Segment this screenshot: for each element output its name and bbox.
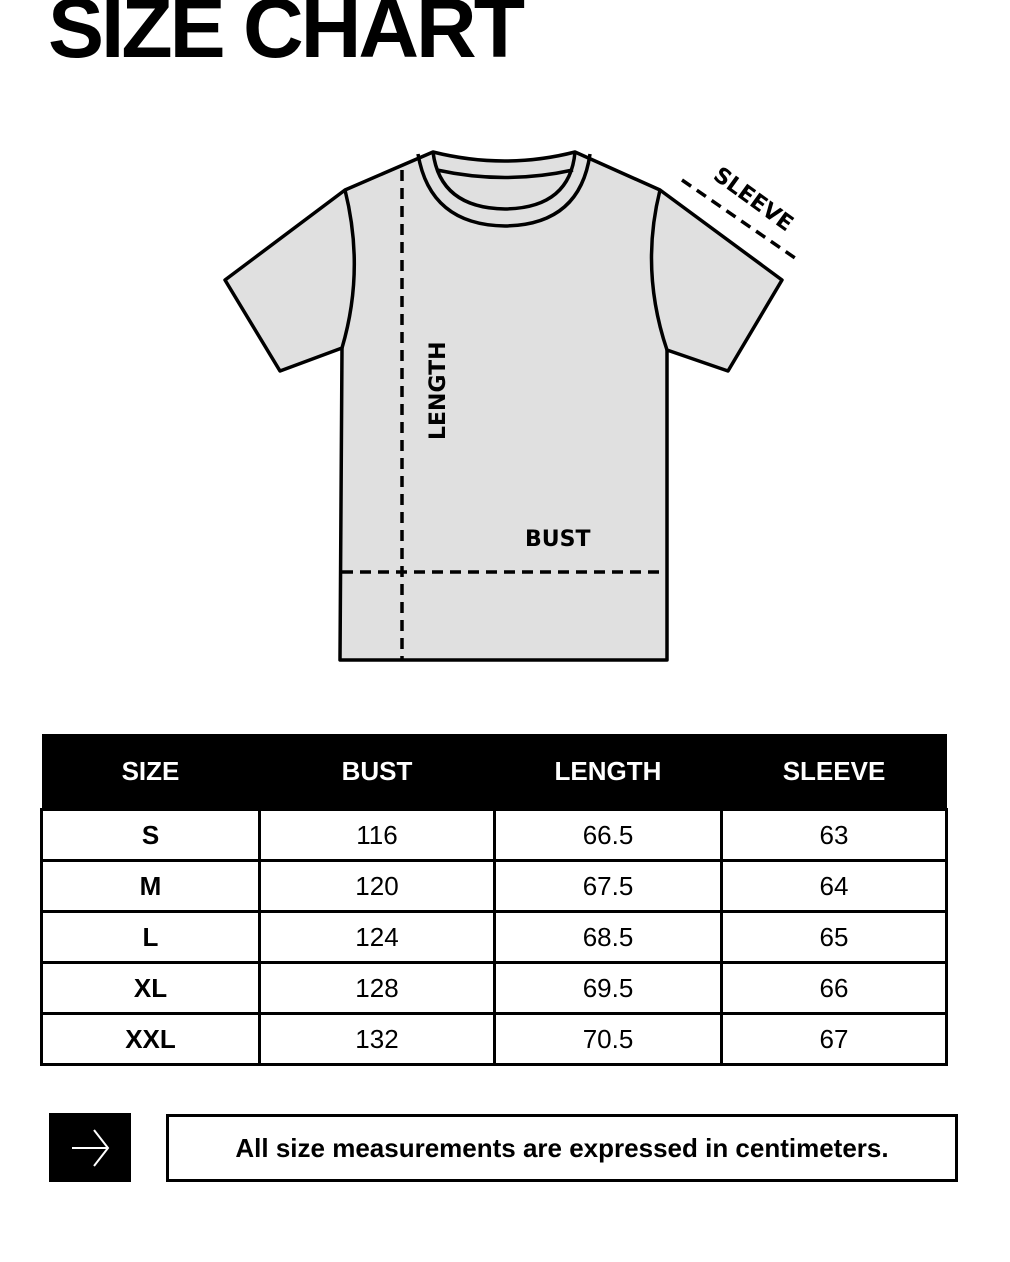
header-sleeve: SLEEVE	[721, 734, 947, 810]
table-row: L 124 68.5 65	[40, 910, 948, 964]
table-row: XXL 132 70.5 67	[40, 1012, 948, 1066]
cell-bust: 132	[258, 1012, 496, 1066]
size-table: SIZE BUST LENGTH SLEEVE S 116 66.5 63 M 120 67…	[40, 734, 948, 1066]
table-row: M 120 67.5 64	[40, 859, 948, 913]
cell-length: 70.5	[493, 1012, 723, 1066]
cell-length: 66.5	[493, 808, 723, 862]
cell-bust: 116	[258, 808, 496, 862]
cell-size: S	[40, 808, 261, 862]
sleeve-line	[681, 178, 796, 260]
sleeve-label: SLEEVE	[708, 163, 797, 237]
tshirt-diagram: LENGTH BUST SLEEVE	[223, 150, 798, 662]
header-bust: BUST	[259, 734, 495, 810]
page-title: SIZE CHART	[48, 0, 525, 75]
header-size: SIZE	[41, 734, 260, 810]
cell-sleeve: 64	[720, 859, 948, 913]
cell-size: M	[40, 859, 261, 913]
cell-size: L	[40, 910, 261, 964]
tshirt-outline	[223, 150, 784, 662]
cell-length: 67.5	[493, 859, 723, 913]
cell-size: XL	[40, 961, 261, 1015]
cell-length: 69.5	[493, 961, 723, 1015]
cell-sleeve: 66	[720, 961, 948, 1015]
cell-bust: 120	[258, 859, 496, 913]
table-header-row: SIZE BUST LENGTH SLEEVE	[41, 734, 947, 810]
cell-sleeve: 65	[720, 910, 948, 964]
arrow-right-icon	[72, 1128, 110, 1167]
cell-size: XXL	[40, 1012, 261, 1066]
bust-label: BUST	[525, 527, 590, 552]
units-note: All size measurements are expressed in c…	[166, 1114, 958, 1182]
cell-length: 68.5	[493, 910, 723, 964]
header-length: LENGTH	[494, 734, 722, 810]
arrow-button[interactable]	[49, 1113, 131, 1182]
cell-sleeve: 67	[720, 1012, 948, 1066]
table-row: XL 128 69.5 66	[40, 961, 948, 1015]
length-label: LENGTH	[426, 341, 451, 440]
cell-sleeve: 63	[720, 808, 948, 862]
measure-lines	[342, 170, 796, 660]
cell-bust: 128	[258, 961, 496, 1015]
cell-bust: 124	[258, 910, 496, 964]
table-row: S 116 66.5 63	[40, 808, 948, 862]
